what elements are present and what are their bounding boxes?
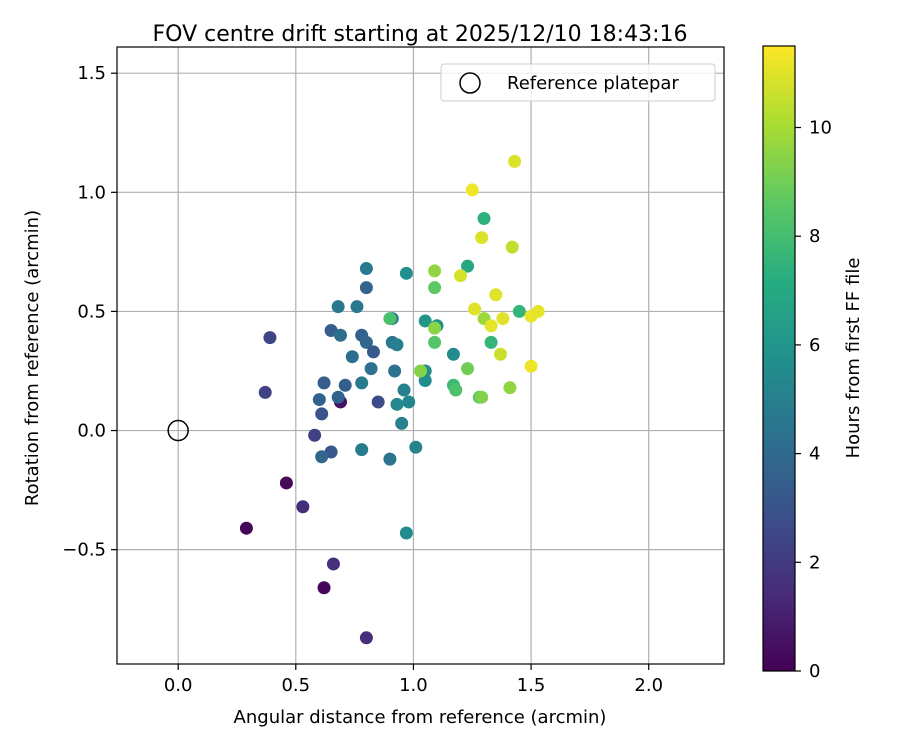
- legend-marker-icon: [459, 72, 481, 94]
- scatter-point: [279, 476, 293, 490]
- legend-box: [440, 63, 716, 102]
- scatter-point: [446, 347, 460, 361]
- scatter-point: [402, 395, 416, 409]
- plot-frame: [116, 46, 725, 665]
- scatter-point: [364, 362, 378, 376]
- x-tick-label: 1.0: [399, 675, 428, 696]
- scatter-point: [414, 364, 427, 378]
- colorbar-tick-label: 2: [809, 552, 820, 573]
- scatter-point: [428, 264, 442, 278]
- scatter-point: [428, 335, 442, 349]
- scatter-point: [503, 381, 517, 395]
- y-tick-label: −0.5: [62, 540, 106, 561]
- x-tick-label: 0.0: [164, 675, 193, 696]
- scatter-point: [390, 338, 404, 352]
- scatter-point: [312, 393, 326, 407]
- scatter-point: [468, 302, 482, 316]
- scatter-point: [465, 183, 479, 197]
- scatter-point: [475, 390, 489, 404]
- scatter-point: [395, 416, 409, 430]
- x-axis-label: Angular distance from reference (arcmin): [234, 707, 607, 728]
- y-tick-label: 0.0: [77, 421, 106, 442]
- scatter-point: [296, 500, 310, 514]
- scatter-point: [383, 312, 397, 326]
- scatter-point: [449, 383, 463, 397]
- scatter-point: [371, 395, 385, 409]
- scatter-point: [331, 390, 345, 404]
- colorbar-tick-label: 0: [809, 661, 820, 682]
- scatter-point: [366, 345, 380, 359]
- scatter-point: [399, 526, 413, 540]
- scatter-point: [399, 266, 413, 280]
- scatter-point: [453, 269, 467, 283]
- x-tick-label: 1.5: [517, 675, 546, 696]
- y-axis-label: Rotation from reference (arcmin): [22, 210, 43, 506]
- scatter-point: [359, 335, 373, 349]
- legend-label: Reference platepar: [507, 73, 679, 94]
- colorbar-tick-label: 6: [809, 335, 820, 356]
- y-tick-label: 1.5: [77, 63, 106, 84]
- scatter-point: [345, 350, 359, 364]
- scatter-point: [334, 328, 348, 342]
- colorbar-label: Hours from first FF file: [843, 258, 864, 459]
- scatter-point: [359, 281, 373, 295]
- scatter-point: [418, 314, 432, 328]
- scatter-point: [390, 397, 404, 411]
- x-tick-label: 2.0: [634, 675, 663, 696]
- scatter-point: [512, 304, 526, 318]
- scatter-point: [258, 385, 272, 399]
- scatter-point: [359, 631, 373, 645]
- scatter-point: [484, 335, 498, 349]
- scatter-point: [461, 259, 475, 273]
- scatter-point: [338, 378, 352, 392]
- scatter-point: [489, 288, 503, 302]
- x-tick-label: 0.5: [281, 675, 310, 696]
- scatter-point: [505, 240, 519, 254]
- scatter-point: [359, 262, 373, 276]
- reference-platepar-marker: [167, 419, 189, 442]
- colorbar-tick-label: 10: [809, 118, 832, 139]
- scatter-point: [355, 443, 369, 457]
- colorbar-gradient: [762, 45, 796, 672]
- colorbar-ticks: 0 2 4 6 8 10: [795, 118, 832, 682]
- scatter-point: [308, 428, 322, 442]
- scatter-point: [239, 521, 253, 535]
- scatter-point: [350, 300, 364, 314]
- colorbar-tick-label: 8: [809, 226, 820, 247]
- scatter-point: [355, 376, 369, 390]
- scatter-point: [263, 331, 277, 345]
- scatter-point: [531, 304, 545, 318]
- chart-title: FOV centre drift starting at 2025/12/10 …: [153, 22, 688, 47]
- scatter-point: [496, 312, 510, 326]
- y-tick-label: 1.0: [77, 182, 106, 203]
- scatter-point: [326, 557, 340, 571]
- scatter-point: [397, 383, 411, 397]
- scatter-point: [477, 212, 491, 226]
- scatter-point: [428, 321, 442, 335]
- scatter-point: [428, 281, 442, 295]
- legend: Reference platepar: [440, 63, 716, 102]
- scatter-point: [315, 407, 329, 421]
- scatter-point: [331, 300, 345, 314]
- colorbar-tick-label: 4: [809, 444, 820, 465]
- colorbar: 0 2 4 6 8 10 Hours from first FF file: [762, 45, 864, 682]
- scatter-point: [317, 376, 331, 390]
- scatter-point: [493, 347, 507, 361]
- scatter-points: [239, 154, 545, 645]
- scatter-point: [317, 581, 331, 595]
- scatter-point: [524, 359, 538, 373]
- scatter-point: [388, 364, 402, 378]
- scatter-point: [461, 362, 475, 376]
- scatter-point: [508, 154, 522, 168]
- scatter-point: [409, 440, 423, 454]
- x-axis-ticks: 0.0 0.5 1.0 1.5 2.0: [164, 664, 663, 696]
- scatter-point: [383, 452, 397, 466]
- scatter-point: [315, 450, 329, 464]
- plot-area: [117, 47, 724, 664]
- y-axis-ticks: −0.5 0.0 0.5 1.0 1.5: [62, 63, 117, 561]
- scatter-point: [484, 319, 498, 333]
- scatter-point: [475, 231, 489, 245]
- y-tick-label: 0.5: [77, 301, 106, 322]
